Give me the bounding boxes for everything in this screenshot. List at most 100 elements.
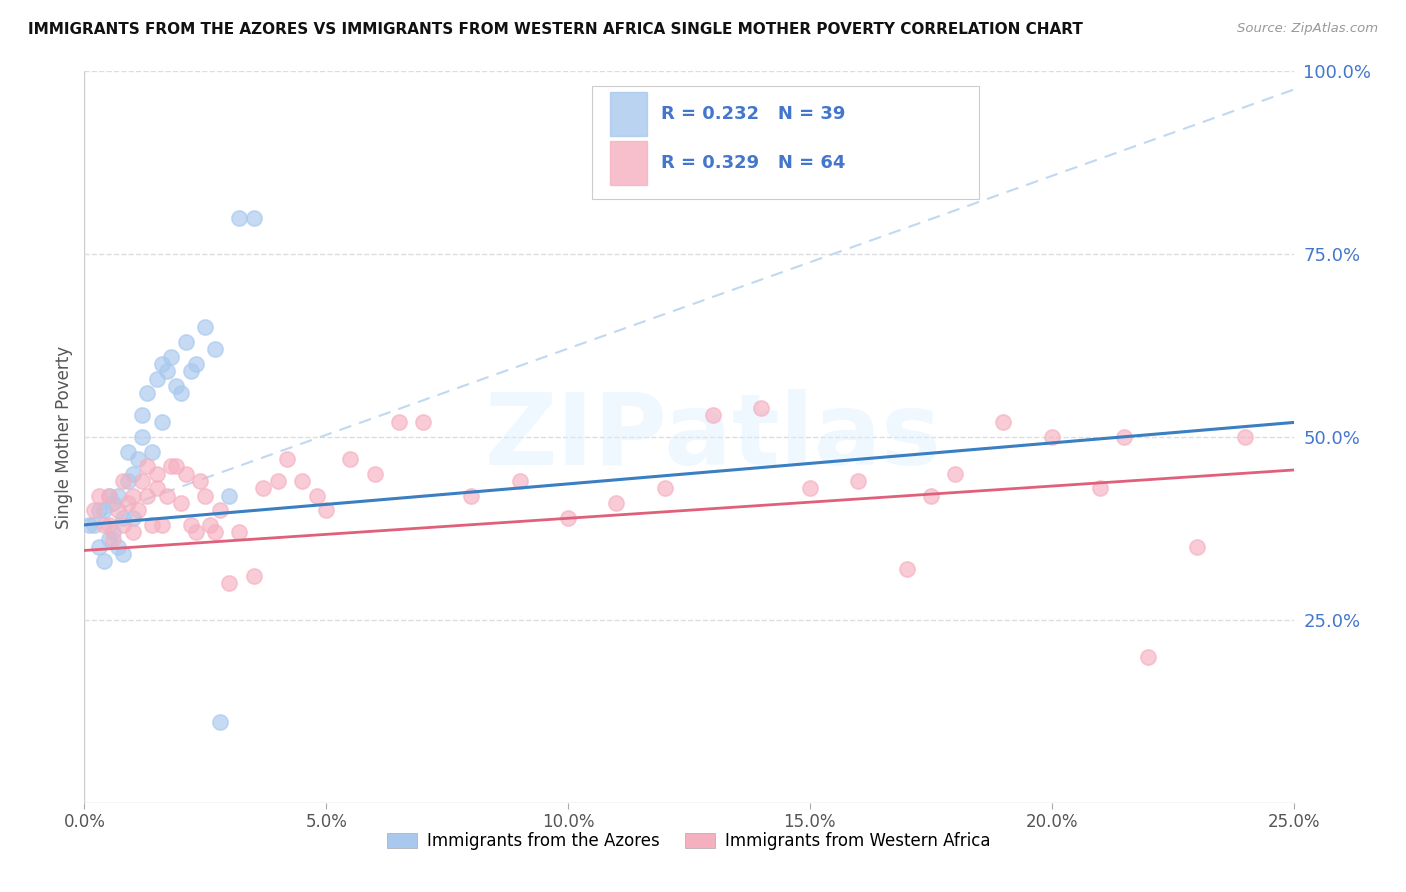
Point [83, 503, 105, 517]
Point [150, 357, 173, 371]
Point [242, 211, 264, 225]
Text: R = 0.232   N = 39: R = 0.232 N = 39 [661, 104, 845, 123]
Point [93, 503, 115, 517]
Point [208, 503, 231, 517]
Point [127, 452, 149, 467]
Point [412, 416, 434, 430]
Point [103, 533, 125, 547]
Text: IMMIGRANTS FROM THE AZORES VS IMMIGRANTS FROM WESTERN AFRICA SINGLE MOTHER POVER: IMMIGRANTS FROM THE AZORES VS IMMIGRANTS… [28, 22, 1083, 37]
Point [228, 211, 250, 225]
Point [993, 416, 1015, 430]
Point [121, 489, 143, 503]
Point [252, 481, 274, 495]
Point [87, 503, 110, 517]
Point [83, 517, 105, 532]
Point [1114, 430, 1136, 444]
Point [170, 496, 193, 510]
Point [305, 489, 328, 503]
Point [97, 489, 120, 503]
Point [1088, 481, 1111, 495]
Point [363, 467, 385, 481]
Point [460, 489, 482, 503]
Point [1137, 649, 1160, 664]
Point [291, 474, 314, 488]
Point [107, 540, 129, 554]
Legend: Immigrants from the Azores, Immigrants from Western Africa: Immigrants from the Azores, Immigrants f… [381, 825, 997, 856]
Point [117, 474, 139, 488]
Point [218, 576, 240, 591]
Point [208, 715, 231, 730]
Point [180, 517, 202, 532]
Point [77, 517, 100, 532]
Point [228, 525, 250, 540]
Point [242, 569, 264, 583]
Point [204, 343, 226, 357]
Point [165, 459, 187, 474]
Point [170, 386, 193, 401]
Point [654, 481, 676, 495]
Point [97, 489, 120, 503]
Point [267, 474, 290, 488]
Point [146, 371, 169, 385]
Text: Source: ZipAtlas.com: Source: ZipAtlas.com [1237, 22, 1378, 36]
Point [1040, 430, 1063, 444]
Point [174, 334, 197, 349]
Point [204, 525, 226, 540]
Point [112, 517, 135, 532]
Point [155, 364, 177, 378]
Point [509, 474, 531, 488]
Point [131, 430, 153, 444]
Point [920, 489, 942, 503]
Point [315, 503, 337, 517]
Point [141, 517, 163, 532]
Point [557, 510, 579, 524]
Point [896, 562, 918, 576]
Point [339, 452, 361, 467]
Point [87, 540, 110, 554]
Point [112, 547, 135, 561]
Point [117, 444, 139, 458]
Point [107, 503, 129, 517]
Point [136, 489, 159, 503]
Point [107, 489, 129, 503]
Point [141, 444, 163, 458]
Point [150, 416, 173, 430]
Point [112, 510, 135, 524]
Point [103, 525, 125, 540]
Point [1234, 430, 1257, 444]
Point [1185, 540, 1208, 554]
FancyBboxPatch shape [610, 141, 647, 185]
Point [388, 416, 411, 430]
Point [127, 503, 149, 517]
Point [103, 496, 125, 510]
Text: R = 0.329   N = 64: R = 0.329 N = 64 [661, 153, 845, 172]
Point [184, 357, 207, 371]
Point [943, 467, 966, 481]
Point [136, 459, 159, 474]
Point [846, 474, 869, 488]
Text: ZIPatlas: ZIPatlas [485, 389, 942, 485]
Y-axis label: Single Mother Poverty: Single Mother Poverty [55, 345, 73, 529]
Point [131, 408, 153, 422]
Point [605, 496, 627, 510]
Point [160, 459, 183, 474]
Point [117, 496, 139, 510]
Point [165, 379, 187, 393]
Point [702, 408, 724, 422]
Point [184, 525, 207, 540]
Point [799, 481, 821, 495]
Point [194, 320, 217, 334]
Point [121, 510, 143, 524]
Point [121, 525, 143, 540]
Point [155, 489, 177, 503]
Point [198, 517, 221, 532]
FancyBboxPatch shape [592, 86, 979, 200]
Point [121, 467, 143, 481]
Point [190, 474, 212, 488]
Point [218, 489, 240, 503]
Point [276, 452, 298, 467]
Point [131, 474, 153, 488]
Point [146, 467, 169, 481]
Point [112, 474, 135, 488]
Point [150, 517, 173, 532]
